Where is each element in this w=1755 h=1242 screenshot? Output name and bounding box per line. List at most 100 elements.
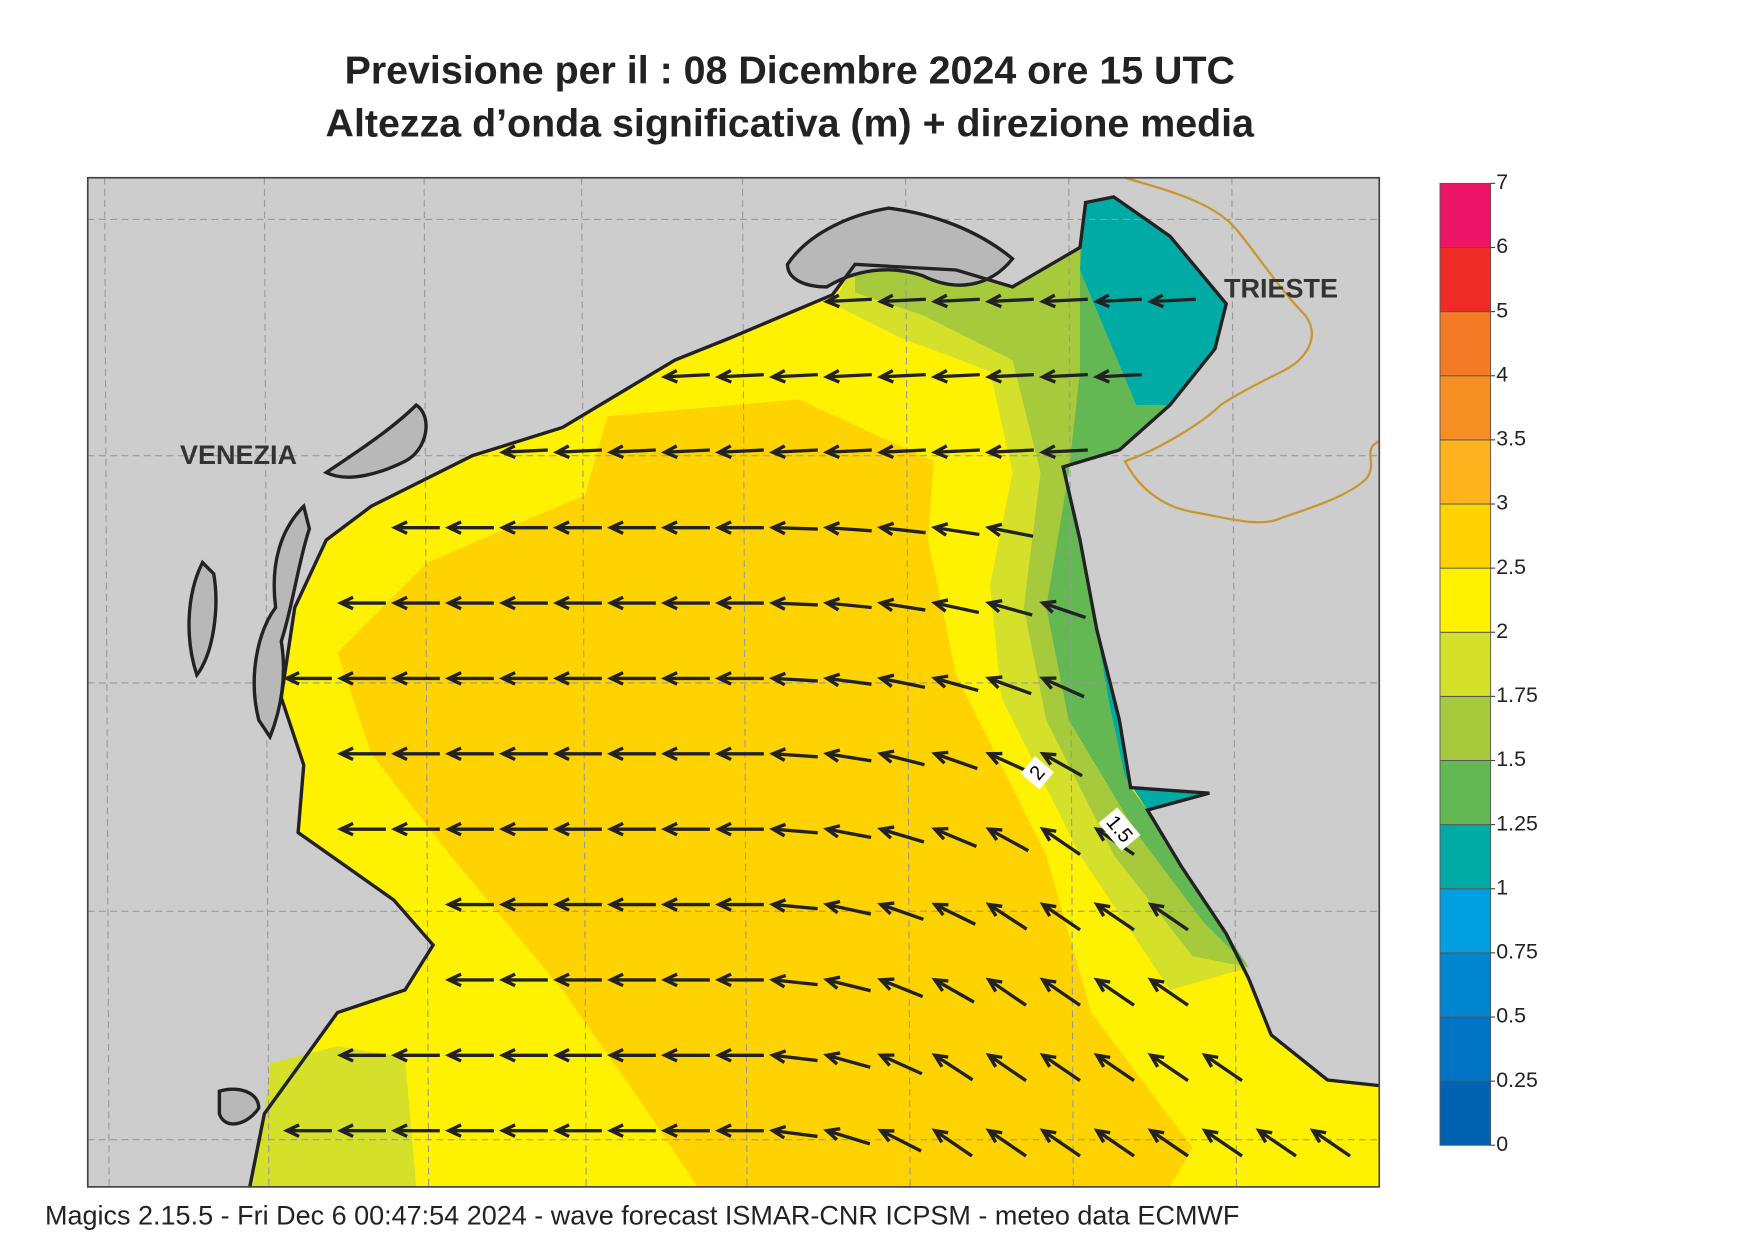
wave-arrow xyxy=(1039,751,1083,778)
wave-arrow xyxy=(1092,293,1142,309)
contour-label-group: 2 xyxy=(1020,756,1054,790)
wave-arrow xyxy=(498,821,548,837)
colorbar-tick-label: 6 xyxy=(1496,234,1508,258)
coastline xyxy=(248,195,1380,1188)
sea-1.25-1.5 xyxy=(1046,196,1249,968)
wave-arrow xyxy=(876,293,926,309)
colorbar-bin xyxy=(1439,439,1492,505)
colorbar-bin xyxy=(1439,182,1492,248)
wave-arrow xyxy=(931,977,975,1004)
title-line-1: Previsione per il : 08 Dicembre 2024 ore… xyxy=(345,49,1235,93)
sea-field xyxy=(249,196,1380,1187)
wave-arrow xyxy=(984,444,1034,459)
wave-arrow xyxy=(877,901,924,921)
lagoon-grado xyxy=(785,206,1015,289)
wave-arrow xyxy=(444,746,494,762)
wave-arrow xyxy=(336,821,386,837)
colorbar-bin xyxy=(1439,824,1492,890)
colorbar-bin xyxy=(1439,760,1492,826)
wave-arrow xyxy=(444,520,494,535)
wave-arrow xyxy=(877,977,924,999)
wave-arrow xyxy=(768,520,818,536)
wave-arrow xyxy=(714,444,764,459)
wave-arrow xyxy=(877,673,926,690)
wave-arrow xyxy=(714,369,764,384)
wave-arrow xyxy=(714,1123,764,1138)
colorbar-tick-label: 3.5 xyxy=(1496,427,1526,451)
wave-arrow xyxy=(444,595,494,611)
wave-arrow xyxy=(931,826,978,849)
colorbar-tick-label: 1.75 xyxy=(1496,683,1538,707)
wave-arrow xyxy=(984,369,1034,384)
colorbar-bin xyxy=(1439,888,1492,954)
wave-arrow xyxy=(877,1128,922,1153)
wave-arrow xyxy=(1038,369,1088,384)
wave-arrow xyxy=(1039,1128,1081,1158)
colorbar-bin xyxy=(1439,375,1492,441)
wave-arrow xyxy=(1147,902,1189,932)
wave-arrow xyxy=(444,671,494,686)
wave-arrow xyxy=(336,671,386,686)
wave-arrow xyxy=(931,902,977,926)
wave-arrow xyxy=(768,444,818,459)
wave-arrow xyxy=(876,597,926,613)
wave-arrow xyxy=(985,902,1028,931)
wave-arrow xyxy=(985,827,1030,853)
wave-arrow xyxy=(714,746,764,762)
colorbar-tick-label: 1.25 xyxy=(1496,811,1538,835)
wave-arrow xyxy=(552,520,602,535)
wave-arrow xyxy=(1093,977,1135,1007)
wave-arrow xyxy=(444,1047,494,1063)
wave-arrow xyxy=(822,369,872,384)
wave-arrow xyxy=(498,746,548,762)
wave-arrow xyxy=(498,897,548,912)
wave-arrow xyxy=(985,1128,1027,1158)
colorbar-tick-label: 0.75 xyxy=(1496,940,1538,964)
wave-arrow xyxy=(1201,1053,1243,1083)
wave-arrow xyxy=(1147,977,1189,1007)
wave-arrow xyxy=(552,671,602,686)
wave-arrow xyxy=(984,293,1034,309)
wave-arrow xyxy=(552,897,602,912)
wave-arrow xyxy=(552,444,602,459)
colorbar-tick-label: 4 xyxy=(1496,362,1508,386)
colorbar-bin xyxy=(1439,503,1492,569)
colorbar-bin xyxy=(1439,1080,1492,1146)
border-line xyxy=(1123,176,1380,524)
wave-arrow xyxy=(606,897,656,912)
wave-arrow xyxy=(1093,1128,1135,1158)
wave-arrow xyxy=(444,1123,494,1138)
wave-arrow xyxy=(714,595,764,611)
wave-arrow xyxy=(498,520,548,535)
wave-arrow xyxy=(660,671,710,686)
wave-arrow xyxy=(606,671,656,686)
wave-arrow xyxy=(390,520,440,535)
map-content: Previsione per il : 08 Dicembre 2024 ore… xyxy=(45,49,1538,1231)
wave-arrow xyxy=(552,595,602,611)
wave-arrow xyxy=(336,1123,386,1138)
wave-arrow xyxy=(552,1123,602,1138)
wave-arrow xyxy=(660,746,710,762)
wave-arrow xyxy=(282,671,332,686)
city-label: VENEZIA xyxy=(180,440,297,470)
wave-arrow xyxy=(931,1053,974,1082)
wave-arrow xyxy=(768,596,818,611)
wave-arrow xyxy=(876,444,926,459)
wave-arrow xyxy=(823,899,872,916)
wave-arrow xyxy=(660,821,710,837)
wave-arrow xyxy=(606,444,656,459)
wave-arrow xyxy=(985,599,1033,617)
wave-arrow xyxy=(768,1049,818,1064)
wave-arrow xyxy=(930,522,980,537)
colorbar-tick-label: 2.5 xyxy=(1496,555,1526,579)
wave-arrow xyxy=(714,671,764,686)
wave-arrow xyxy=(660,972,710,988)
wave-arrow xyxy=(606,746,656,762)
wave-arrow xyxy=(390,595,440,611)
contour-label-bg xyxy=(1098,807,1141,851)
wave-arrow xyxy=(714,897,764,912)
wave-arrow xyxy=(444,972,494,988)
colorbar-bin xyxy=(1439,247,1492,313)
wave-arrow xyxy=(822,444,872,459)
wave-arrow xyxy=(768,747,818,762)
